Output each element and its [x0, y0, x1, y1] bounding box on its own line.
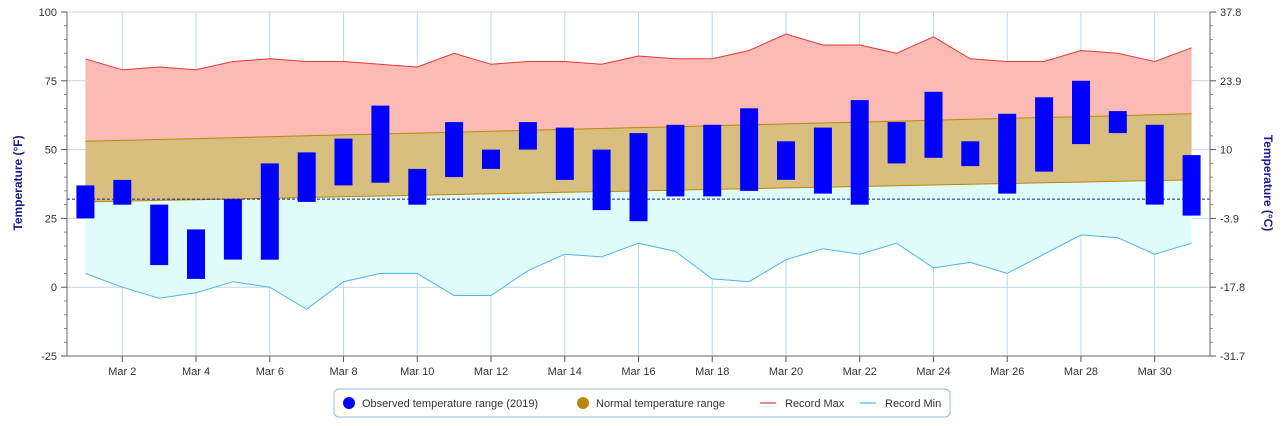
x-tick-label: Mar 18	[695, 366, 729, 378]
legend: Observed temperature range (2019) Normal…	[333, 388, 951, 418]
x-tick-label: Mar 14	[548, 366, 582, 378]
legend-box	[333, 388, 951, 418]
observed-range-bar[interactable]	[76, 185, 95, 219]
x-tick-label: Mar 2	[108, 366, 136, 378]
y-left-tick-label: 0	[51, 282, 57, 294]
observed-range-bar[interactable]	[1145, 124, 1164, 205]
observed-range-bar[interactable]	[1182, 155, 1201, 216]
legend-label-record-max: Record Max	[785, 398, 845, 410]
y-left-tick-label: -25	[41, 351, 57, 363]
observed-range-bar[interactable]	[924, 91, 943, 158]
observed-range-bar[interactable]	[703, 124, 722, 197]
observed-range-bar[interactable]	[518, 122, 537, 150]
legend-item-normal[interactable]: Normal temperature range	[577, 397, 725, 410]
observed-bars	[76, 80, 1201, 279]
observed-range-bar[interactable]	[740, 108, 759, 191]
legend-label-record-min: Record Min	[885, 398, 941, 410]
observed-range-bar[interactable]	[666, 124, 685, 197]
y-right-tick-label: 37.8	[1220, 7, 1241, 19]
observed-range-bar[interactable]	[113, 179, 132, 205]
x-tick-label: Mar 8	[329, 366, 357, 378]
observed-range-bar[interactable]	[187, 229, 205, 279]
y-left-tick-label: 100	[39, 7, 57, 19]
observed-range-bar[interactable]	[887, 122, 906, 164]
y-right-tick-label: -17.8	[1220, 282, 1245, 294]
legend-label-observed: Observed temperature range (2019)	[362, 398, 538, 410]
observed-range-bar[interactable]	[408, 168, 427, 205]
observed-range-bar[interactable]	[371, 105, 390, 183]
record-max-area	[85, 34, 1192, 142]
observed-range-bar[interactable]	[445, 122, 464, 178]
x-tick-label: Mar 6	[256, 366, 284, 378]
x-tick-label: Mar 28	[1064, 366, 1098, 378]
observed-range-bar[interactable]	[813, 127, 832, 194]
x-tick-label: Mar 16	[621, 366, 655, 378]
axis-layer: Temperature (°F) Temperature (°C) 100 37.…	[11, 7, 1275, 378]
observed-range-bar[interactable]	[777, 141, 795, 180]
y-left-tick-label: 25	[45, 213, 57, 225]
x-tick-label: Mar 10	[400, 366, 434, 378]
observed-range-bar[interactable]	[961, 141, 980, 167]
record-min-line	[85, 234, 1192, 310]
y-right-tick-label: -31.7	[1220, 351, 1245, 363]
y-left-tick-label: 50	[45, 145, 57, 157]
legend-item-observed[interactable]: Observed temperature range (2019)	[343, 397, 538, 410]
observed-range-bar[interactable]	[482, 149, 500, 169]
observed-range-bar[interactable]	[334, 138, 353, 186]
observed-range-bar[interactable]	[850, 100, 869, 205]
observed-range-bar[interactable]	[592, 149, 611, 211]
legend-item-record-min[interactable]: Record Min	[860, 398, 941, 410]
observed-range-bar[interactable]	[297, 152, 316, 202]
legend-label-normal: Normal temperature range	[596, 398, 725, 410]
observed-range-bar[interactable]	[555, 127, 574, 180]
observed-range-bar[interactable]	[150, 204, 169, 266]
observed-range-bar[interactable]	[629, 133, 648, 222]
x-tick-label: Mar 26	[990, 366, 1024, 378]
record-min-area	[85, 179, 1192, 310]
y-left-tick-label: 75	[45, 76, 57, 88]
legend-marker-observed	[343, 397, 355, 409]
y-right-tick-label: 23.9	[1220, 76, 1241, 88]
x-tick-label: Mar 30	[1138, 366, 1172, 378]
y-right-tick-label: 10	[1220, 145, 1232, 157]
x-tick-label: Mar 24	[916, 366, 950, 378]
observed-range-bar[interactable]	[1072, 80, 1090, 145]
observed-range-bar[interactable]	[223, 199, 242, 260]
legend-marker-normal	[577, 397, 589, 409]
y-axis-right-title: Temperature (°C)	[1261, 135, 1275, 232]
observed-range-bar[interactable]	[998, 113, 1017, 194]
legend-item-record-max[interactable]: Record Max	[760, 398, 845, 410]
observed-range-bar[interactable]	[1108, 111, 1127, 134]
record-max-line	[85, 33, 1192, 71]
y-right-tick-label: -3.9	[1220, 213, 1239, 225]
x-tick-label: Mar 20	[769, 366, 803, 378]
x-tick-label: Mar 22	[843, 366, 877, 378]
band-layer	[67, 33, 1210, 310]
x-tick-label: Mar 12	[474, 366, 508, 378]
y-axis-left-title: Temperature (°F)	[11, 135, 25, 230]
observed-range-bar[interactable]	[1035, 97, 1054, 172]
x-tick-label: Mar 4	[182, 366, 210, 378]
observed-range-bar[interactable]	[260, 163, 279, 260]
